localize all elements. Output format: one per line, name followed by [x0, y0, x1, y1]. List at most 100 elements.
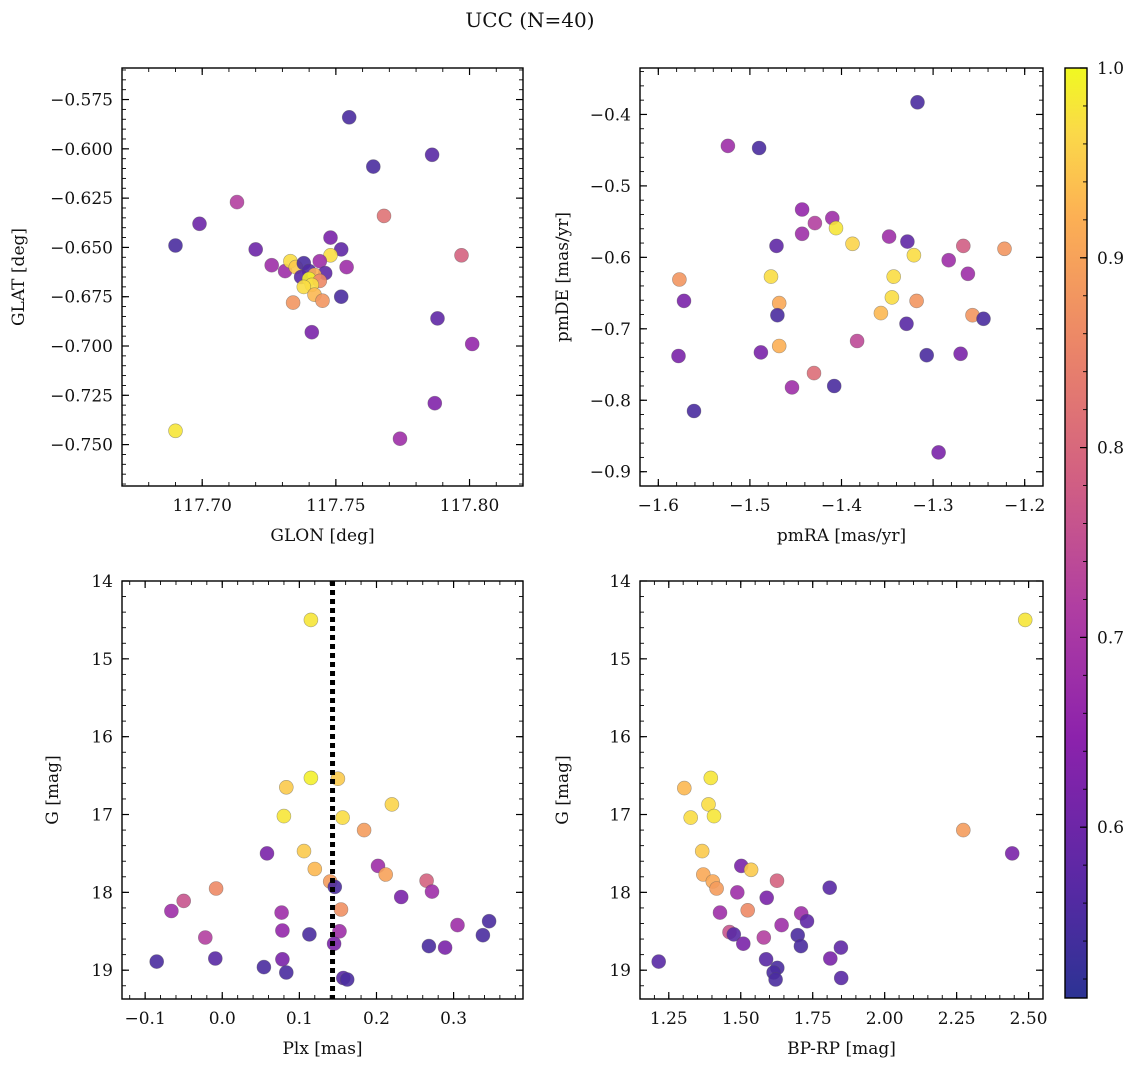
scatter-point [278, 965, 294, 980]
scatter-point [960, 266, 976, 282]
scatter-point [763, 269, 779, 284]
y-tick-label: −0.650 [50, 238, 113, 258]
scatter-point [450, 917, 465, 933]
scatter-point [906, 247, 922, 263]
scatter-point [259, 846, 275, 861]
y-tick-label: −0.8 [590, 391, 631, 411]
scatter-point [437, 940, 453, 955]
scatter-point [307, 861, 323, 877]
scatter-point [274, 905, 289, 920]
scatter-point [753, 345, 769, 360]
axes-frame [121, 580, 524, 1000]
scatter-point [756, 930, 772, 945]
scatter-point [248, 242, 263, 257]
y-tick-label: 14 [91, 572, 113, 592]
scatter-point [768, 972, 783, 987]
x-tick-label: 117.80 [440, 496, 499, 516]
scatter-point [339, 259, 354, 275]
scatter-point [302, 927, 317, 942]
scatter-point [427, 395, 443, 411]
scatter-point [276, 808, 292, 824]
x-tick-label: −1.5 [729, 496, 770, 516]
x-tick-label: −0.1 [124, 1009, 165, 1029]
colorbar-tick-label: 0.6 [1097, 818, 1124, 838]
x-tick-label: 1.75 [794, 1009, 832, 1029]
y-tick-label: 17 [91, 806, 113, 826]
y-tick-label: 19 [609, 961, 631, 981]
axes-frame [639, 67, 1044, 487]
x-tick-label: −1.6 [638, 496, 679, 516]
colorbar-tick-label: 1.0 [1097, 59, 1124, 79]
scatter-point [229, 194, 245, 210]
y-tick-label: −0.4 [590, 105, 631, 125]
scatter-point [264, 257, 280, 273]
y-tick-label: 19 [91, 961, 113, 981]
scatter-point [997, 241, 1012, 257]
scatter-point [296, 843, 312, 859]
scatter-point [208, 881, 224, 896]
x-tick-label: 0.0 [209, 1009, 236, 1029]
y-tick-label: −0.700 [50, 337, 113, 357]
y-tick-label: 15 [91, 650, 113, 670]
panel-1: 117.70 117.75 117.80 −0.575 −0.600 −0.625 −0.6… [9, 67, 524, 546]
scatter-point [333, 902, 349, 917]
scatter-point [694, 843, 710, 859]
y-tick-label: 14 [609, 572, 631, 592]
scatter-point [703, 770, 719, 786]
x-tick-label: −1.2 [1004, 496, 1045, 516]
scatter-point [770, 307, 785, 323]
scatter-point [164, 903, 179, 919]
scatter-point [909, 293, 924, 309]
scatter-point [475, 927, 491, 943]
scatter-point [421, 938, 437, 954]
scatter-point [794, 202, 810, 217]
scatter-point [393, 889, 409, 905]
y-tick-label: −0.600 [50, 140, 113, 160]
scatter-point [1004, 846, 1020, 861]
x-axis-label: pmRA [mas/yr] [777, 526, 906, 546]
y-tick-label: −0.6 [590, 248, 631, 268]
scatter-point [881, 229, 897, 244]
scatter-point [910, 95, 925, 110]
x-tick-label: −1.4 [821, 496, 862, 516]
scatter-point [740, 902, 756, 918]
scatter-point [430, 311, 445, 326]
scatter-point [873, 305, 889, 321]
scatter-point [828, 220, 844, 236]
scatter-point [784, 380, 800, 395]
y-tick-label: 17 [609, 806, 631, 826]
scatter-point [729, 885, 745, 900]
scatter-point [671, 348, 686, 364]
scatter-point [845, 236, 860, 252]
figure-title: UCC (N=40) [465, 8, 594, 32]
scatter-point [275, 923, 290, 938]
scatter-point [303, 612, 319, 628]
scatter-point [899, 316, 914, 332]
scatter-point [849, 333, 865, 349]
x-axis-label: BP-RP [mag] [787, 1039, 896, 1059]
scatter-point [315, 293, 330, 309]
scatter-point [208, 951, 223, 966]
panel-4: 1.25 1.50 1.75 2.00 2.25 2.50 14 15 16 17 18 19 BP-R… [553, 572, 1048, 1059]
scatter-point [771, 295, 787, 311]
scatter-point [751, 140, 767, 156]
scatter-point [651, 954, 667, 969]
x-tick-label: 0.2 [363, 1009, 390, 1029]
scatter-point [794, 226, 810, 242]
scatter-point [720, 138, 736, 154]
scatter-point [332, 923, 347, 939]
x-tick-label: 0.3 [440, 1009, 467, 1029]
colorbar-tick-label: 0.8 [1097, 439, 1124, 459]
scatter-point [192, 216, 207, 232]
scatter-point [709, 881, 724, 896]
scatter-point [743, 862, 759, 878]
scatter-point [735, 936, 751, 952]
scatter-point [333, 289, 349, 305]
scatter-point [356, 822, 372, 838]
scatter-point [304, 324, 320, 340]
scatter-point [976, 311, 991, 327]
scatter-point [771, 338, 787, 354]
panel-3: −0.1 0.0 0.1 0.2 0.3 14 15 16 17 18 19 Plx [mas] G [… [43, 572, 524, 1059]
scatter-point [686, 403, 702, 419]
scatter-point [335, 810, 350, 825]
